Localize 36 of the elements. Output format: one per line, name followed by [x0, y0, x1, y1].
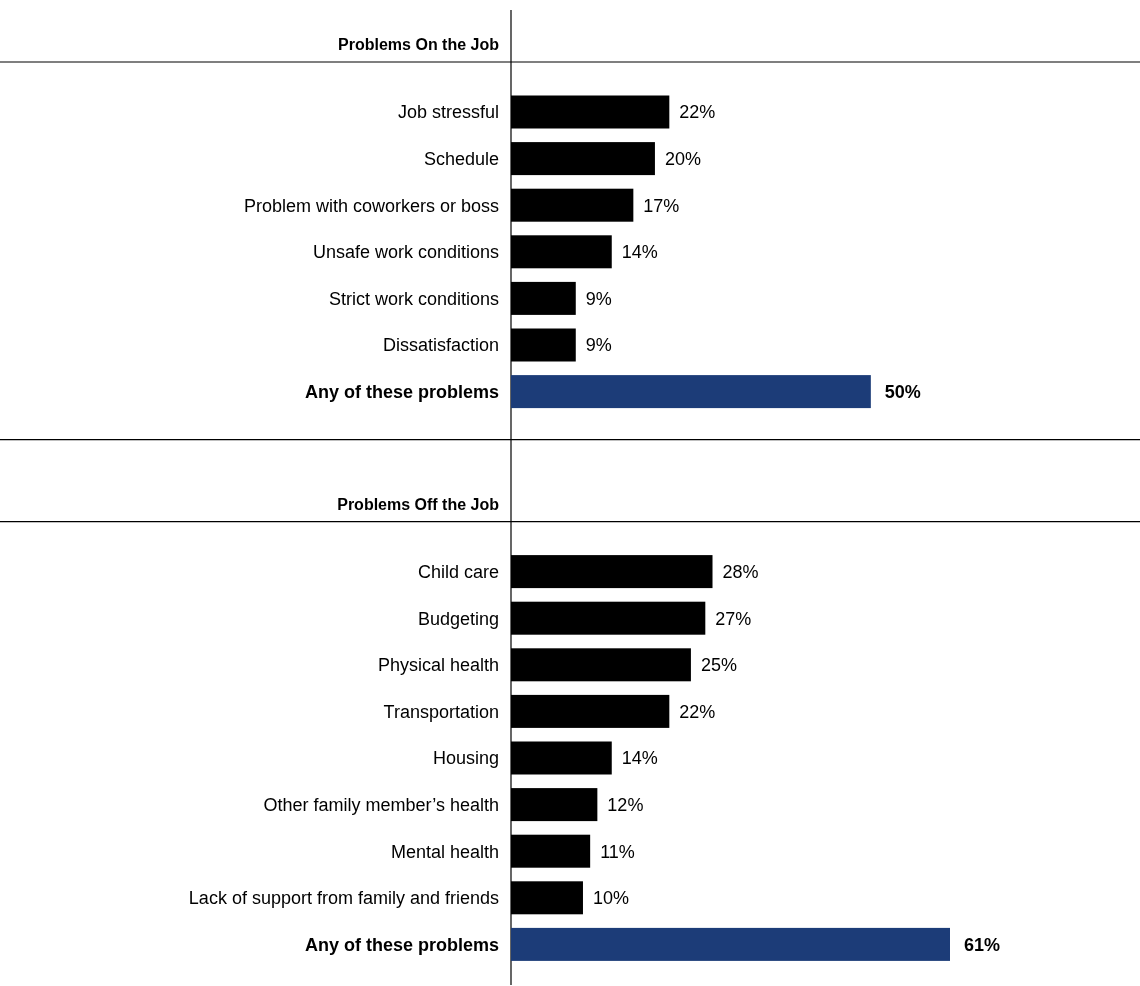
- bar: [511, 927, 950, 961]
- y-tick-label: Other family member’s health: [263, 794, 499, 815]
- y-tick-label: Lack of support from family and friends: [188, 888, 499, 909]
- data-label: 11%: [600, 841, 635, 862]
- y-tick-label: Budgeting: [417, 608, 499, 629]
- data-label: 25%: [700, 655, 737, 676]
- chart-title: Problems On the Job: [338, 36, 500, 53]
- data-label: 9%: [585, 335, 612, 356]
- data-label: 9%: [585, 288, 612, 309]
- data-label: 22%: [679, 102, 716, 123]
- data-label: 28%: [722, 561, 759, 582]
- y-tick-label: Job stressful: [397, 102, 499, 123]
- data-label: 10%: [592, 888, 629, 909]
- data-label: 17%: [643, 195, 680, 216]
- y-tick-label: Child care: [417, 561, 499, 582]
- data-label: 12%: [607, 794, 644, 815]
- y-tick-label: Transportation: [383, 701, 499, 722]
- data-label: 61%: [964, 934, 1001, 955]
- bar: [511, 375, 871, 409]
- y-tick-label: Mental health: [390, 841, 499, 862]
- y-tick-label: Any of these problems: [304, 934, 499, 955]
- data-label: 22%: [679, 701, 716, 722]
- data-label: 14%: [621, 748, 658, 769]
- y-tick-label: Schedule: [423, 148, 499, 169]
- y-tick-label: Dissatisfaction: [382, 335, 499, 356]
- y-tick-label: Any of these problems: [304, 381, 499, 402]
- y-tick-label: Problem with coworkers or boss: [243, 195, 499, 216]
- chart-title: Problems Off the Job: [337, 495, 500, 513]
- y-tick-label: Housing: [432, 748, 499, 769]
- data-label: 14%: [621, 242, 658, 263]
- y-tick-label: Unsafe work conditions: [312, 242, 499, 263]
- data-label: 50%: [884, 381, 921, 402]
- y-tick-label: Physical health: [377, 655, 499, 676]
- data-label: 20%: [664, 148, 701, 169]
- data-label: 27%: [715, 608, 752, 629]
- y-tick-label: Strict work conditions: [328, 288, 499, 309]
